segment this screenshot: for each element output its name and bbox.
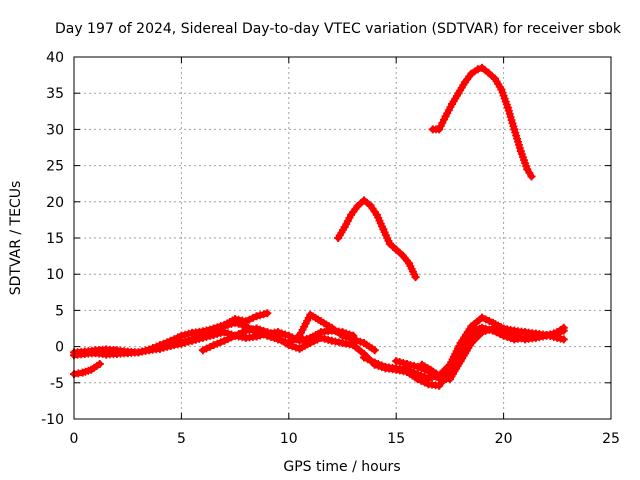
data-marker	[223, 321, 232, 330]
data-marker	[363, 355, 372, 364]
y-tick-label: 40	[46, 50, 64, 66]
data-marker	[159, 343, 168, 352]
series-arc-peak-13h	[334, 196, 420, 282]
data-point	[95, 359, 104, 368]
data-marker	[503, 332, 512, 341]
x-tick-label: 10	[280, 431, 298, 447]
data-marker	[213, 339, 222, 348]
data-marker	[277, 329, 286, 338]
data-marker	[202, 330, 211, 339]
y-tick-label: 30	[46, 122, 64, 138]
grid-lines	[74, 57, 611, 419]
series-arc-peak-19h	[428, 63, 536, 181]
data-marker	[223, 335, 232, 344]
y-tick-labels: -10 -5 0 5 10 15 20 25 30 35 40	[41, 50, 64, 428]
data-marker	[481, 324, 490, 333]
data-marker	[309, 337, 318, 346]
y-tick-label: 10	[46, 267, 64, 283]
data-marker	[191, 334, 200, 343]
data-point	[370, 346, 379, 355]
y-tick-label: -5	[50, 376, 64, 392]
x-tick-label: 15	[387, 431, 405, 447]
y-tick-label: 15	[46, 231, 64, 247]
data-point	[527, 172, 536, 181]
chart-title: Day 197 of 2024, Sidereal Day-to-day VTE…	[55, 21, 622, 37]
data-marker	[320, 334, 329, 343]
y-tick-label: 20	[46, 195, 64, 211]
x-tick-label: 0	[70, 431, 79, 447]
x-tick-label: 5	[177, 431, 186, 447]
series-arc-h	[417, 323, 568, 380]
data-point	[411, 273, 420, 282]
data-marker	[395, 358, 404, 367]
data-marker	[342, 332, 351, 341]
data-marker	[170, 340, 179, 349]
data-marker	[234, 330, 243, 339]
data-points	[70, 63, 568, 390]
y-tick-label: 0	[55, 340, 64, 356]
data-marker	[374, 359, 383, 368]
x-tick-labels: 0 5 10 15 20 25	[70, 431, 620, 447]
data-marker	[417, 371, 426, 380]
data-point	[559, 335, 568, 344]
data-point	[559, 323, 568, 332]
data-marker	[288, 342, 297, 351]
y-tick-label: 25	[46, 159, 64, 175]
y-axis-title: SDTVAR / TECUs	[8, 181, 24, 296]
data-point	[263, 309, 272, 318]
data-marker	[406, 360, 415, 369]
data-marker	[256, 325, 265, 334]
data-marker	[299, 335, 308, 344]
series-arc-c	[70, 359, 104, 379]
x-tick-label: 25	[602, 431, 620, 447]
axis-ticks	[73, 56, 612, 420]
x-axis-title: GPS time / hours	[283, 459, 400, 475]
y-tick-label: -10	[41, 412, 64, 428]
data-marker	[245, 315, 254, 324]
data-marker	[202, 344, 211, 353]
data-marker	[180, 337, 189, 346]
data-marker	[352, 336, 361, 345]
data-marker	[492, 328, 501, 337]
data-marker	[546, 331, 555, 340]
data-marker	[234, 319, 243, 328]
data-marker	[481, 315, 490, 324]
y-tick-label: 35	[46, 86, 64, 102]
data-marker	[256, 311, 265, 320]
x-tick-label: 20	[495, 431, 513, 447]
y-tick-label: 5	[55, 303, 64, 319]
